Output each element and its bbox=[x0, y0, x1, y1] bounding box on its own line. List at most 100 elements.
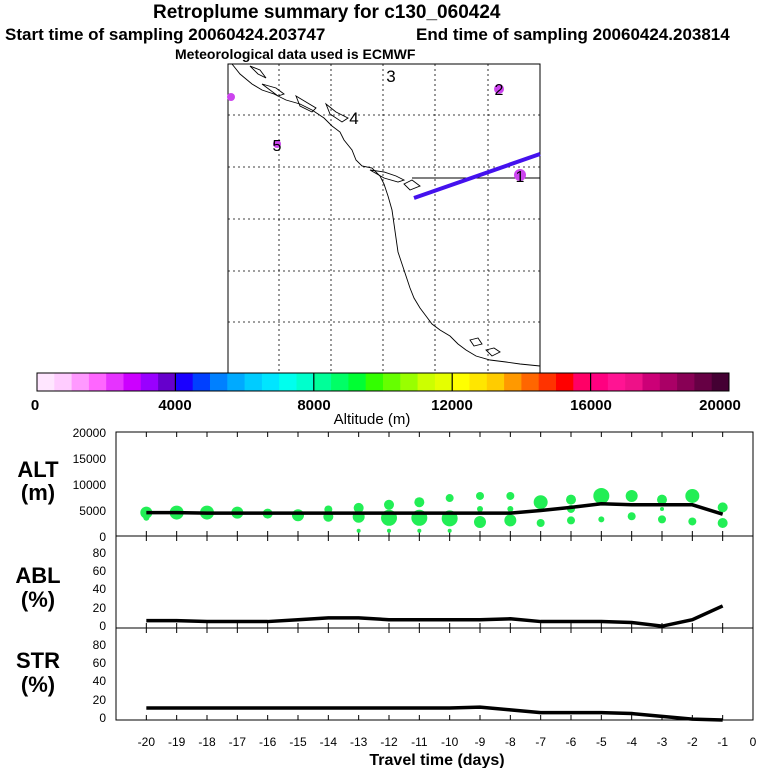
colorbar-cell bbox=[140, 373, 159, 391]
end-time-label: End time of sampling 20060424.203814 bbox=[416, 25, 730, 44]
alt-ytick-15000: 15000 bbox=[73, 452, 107, 466]
str-ytick-80: 80 bbox=[93, 638, 107, 652]
travel-time-axis: -20 -19 -18 -17 -16 -15 -14 -13 -12 -11 -10 -9 -8 -7-… bbox=[138, 735, 757, 749]
alt-point bbox=[387, 528, 391, 533]
colorbar-cell bbox=[123, 373, 142, 391]
x-tick-label: -1 bbox=[717, 735, 728, 749]
colorbar-cell bbox=[37, 373, 55, 391]
str-ylabel: STR bbox=[16, 648, 60, 673]
day-2-marker bbox=[494, 84, 504, 94]
day-5-marker bbox=[273, 140, 281, 148]
start-time-label: Start time of sampling 20060424.203747 bbox=[5, 25, 326, 44]
x-tick-label: -6 bbox=[566, 735, 577, 749]
x-tick-label: -18 bbox=[198, 735, 216, 749]
str-ytick-60: 60 bbox=[93, 656, 107, 670]
abl-ytick-20: 20 bbox=[93, 601, 107, 615]
colorbar-cell bbox=[607, 373, 626, 391]
str-ytick-0: 0 bbox=[99, 711, 106, 725]
x-tick-label: -14 bbox=[320, 735, 338, 749]
x-tick-label: -19 bbox=[168, 735, 186, 749]
map-day-label-5: 5 bbox=[273, 138, 282, 155]
alt-point bbox=[417, 528, 422, 533]
colorbar-tick-12000: 12000 bbox=[431, 397, 473, 414]
alt-point bbox=[657, 494, 667, 505]
alt-point bbox=[717, 518, 728, 528]
abl-panel: ABL (%) 80 60 40 20 0 bbox=[15, 535, 754, 633]
alt-point bbox=[507, 505, 514, 512]
alt-point bbox=[504, 514, 517, 527]
colorbar-cell bbox=[417, 373, 436, 391]
alt-point bbox=[292, 509, 304, 522]
str-panel: STR (%) 80 60 40 20 0 bbox=[16, 627, 754, 725]
x-tick-label: -11 bbox=[411, 735, 428, 749]
colorbar-cell bbox=[694, 373, 713, 391]
colorbar-cell bbox=[625, 373, 643, 391]
alt-point bbox=[567, 516, 575, 525]
colorbar-tick-0: 0 bbox=[31, 397, 39, 414]
colorbar-cell bbox=[521, 373, 540, 391]
map-graticule bbox=[228, 64, 540, 373]
colorbar-tick-4000: 4000 bbox=[158, 397, 191, 414]
figure-title: Retroplume summary for c130_060424 bbox=[153, 2, 501, 23]
colorbar-cell bbox=[313, 373, 332, 391]
alt-point bbox=[625, 489, 638, 502]
alt-point bbox=[506, 491, 515, 500]
alt-ytick-10000: 10000 bbox=[73, 478, 107, 492]
colorbar-tick-20000: 20000 bbox=[699, 397, 741, 414]
coastline bbox=[231, 63, 541, 367]
alt-point bbox=[566, 494, 576, 505]
alt-point bbox=[658, 515, 666, 524]
colorbar-cell bbox=[296, 373, 315, 391]
alt-ytick-5000: 5000 bbox=[79, 504, 106, 518]
str-panel-frame bbox=[115, 627, 754, 721]
alt-point bbox=[533, 495, 548, 510]
x-tick-label: -8 bbox=[505, 735, 516, 749]
alt-point bbox=[356, 528, 361, 533]
map-day-label-4: 4 bbox=[349, 109, 358, 128]
alt-ylabel-unit: (m) bbox=[21, 480, 55, 505]
alt-point bbox=[414, 497, 425, 508]
colorbar-cell bbox=[244, 373, 263, 391]
colorbar-cell bbox=[192, 373, 211, 391]
colorbar-cell bbox=[434, 373, 453, 391]
colorbar-cell bbox=[711, 373, 730, 391]
alt-point bbox=[593, 487, 610, 504]
colorbar-cell bbox=[486, 373, 505, 391]
colorbar-cell bbox=[210, 373, 228, 391]
alt-point bbox=[477, 505, 483, 512]
colorbar-cell bbox=[71, 373, 90, 391]
day-1-marker bbox=[514, 169, 526, 181]
map-day-label-1: 1 bbox=[516, 169, 525, 186]
colorbar-cell bbox=[538, 373, 557, 391]
alt-point bbox=[717, 502, 728, 513]
abl-ytick-40: 40 bbox=[93, 582, 107, 596]
x-tick-label: -2 bbox=[687, 735, 698, 749]
altitude-colorbar: 0 4000 8000 12000 16000 20000 Altitude (… bbox=[31, 372, 741, 428]
alt-panel-frame bbox=[115, 431, 754, 537]
x-axis-label: Travel time (days) bbox=[369, 752, 504, 768]
x-tick-label: -20 bbox=[138, 735, 156, 749]
colorbar-frame bbox=[36, 372, 730, 392]
series-line bbox=[146, 705, 723, 722]
alt-point bbox=[685, 488, 700, 503]
x-tick-label: -5 bbox=[596, 735, 607, 749]
colorbar-cell bbox=[642, 373, 661, 391]
alt-ytick-0: 0 bbox=[99, 530, 106, 544]
abl-panel-frame bbox=[115, 535, 754, 629]
colorbar-cell bbox=[383, 373, 401, 391]
x-tick-label: 0 bbox=[750, 735, 757, 749]
colorbar-cell bbox=[348, 373, 367, 391]
alt-point bbox=[688, 517, 697, 526]
colorbar-cell bbox=[573, 373, 591, 391]
str-marks bbox=[145, 628, 754, 722]
colorbar-cell bbox=[331, 373, 349, 391]
x-tick-label: -3 bbox=[657, 735, 668, 749]
map-frame bbox=[227, 63, 541, 374]
map-day-label-2: 2 bbox=[495, 82, 504, 99]
plume-marker bbox=[227, 93, 235, 101]
colorbar-cell bbox=[227, 373, 245, 391]
abl-ytick-0: 0 bbox=[99, 619, 106, 633]
str-ytick-20: 20 bbox=[93, 693, 107, 707]
colorbar-cell bbox=[106, 373, 124, 391]
